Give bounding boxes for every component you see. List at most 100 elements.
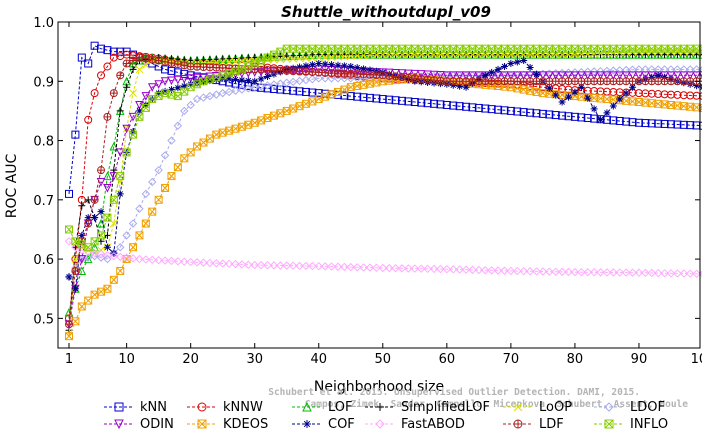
data-point [391, 72, 400, 81]
data-point [654, 71, 662, 79]
data-point [212, 73, 221, 82]
x-tick-label: 100 [691, 352, 702, 367]
data-point [487, 105, 496, 114]
data-point [698, 270, 702, 278]
data-point [288, 261, 298, 270]
data-point [218, 58, 227, 66]
data-point [90, 41, 99, 50]
data-point [609, 66, 618, 75]
data-point [90, 195, 99, 204]
data-point [647, 44, 656, 53]
data-point [513, 266, 522, 276]
data-point [692, 71, 701, 80]
data-point [180, 82, 188, 90]
data-point [609, 102, 617, 110]
data-point [289, 54, 297, 63]
legend-item: FastABOD [365, 417, 465, 432]
data-point [141, 219, 150, 228]
data-point [141, 92, 151, 101]
data-point [564, 267, 573, 277]
data-point [353, 92, 362, 101]
data-point [276, 85, 285, 94]
data-point [596, 44, 605, 53]
data-point [173, 92, 182, 101]
data-point [84, 296, 93, 305]
data-point [173, 75, 183, 85]
data-point [103, 46, 112, 55]
data-point [615, 71, 625, 80]
data-point [167, 136, 176, 145]
data-point [276, 55, 285, 64]
data-point [148, 207, 157, 216]
legend-label: INFLO [630, 417, 668, 432]
data-point [641, 89, 650, 98]
data-point [449, 101, 458, 110]
data-point [481, 44, 490, 53]
data-point [526, 44, 535, 53]
data-point [538, 109, 547, 118]
data-point [65, 225, 73, 234]
data-point [391, 96, 400, 105]
data-point [423, 264, 432, 274]
data-point [577, 83, 585, 91]
data-point [353, 51, 362, 60]
data-point [679, 120, 688, 129]
data-point [481, 77, 490, 86]
data-point [180, 69, 189, 78]
data-point [494, 105, 503, 114]
data-point [462, 83, 470, 91]
data-point [250, 260, 259, 270]
data-point [155, 89, 163, 97]
data-point [532, 44, 541, 53]
data-point [565, 93, 573, 101]
data-point [77, 255, 87, 264]
data-point [64, 272, 74, 282]
data-point [135, 65, 144, 74]
legend-marker [376, 403, 384, 411]
data-point [622, 117, 631, 126]
data-point [135, 112, 144, 121]
data-point [186, 74, 195, 83]
data-point [449, 44, 458, 53]
data-point [116, 71, 125, 80]
watermark-line-2: Campos, Zimek, Sander, Campello, Micenko… [305, 399, 688, 410]
data-point [116, 252, 125, 262]
data-point [602, 66, 612, 76]
data-point [615, 116, 624, 125]
data-point [173, 60, 182, 69]
data-point [353, 82, 362, 91]
x-axis: 1 10 20 30 40 50 60 70 80 90 100 [65, 22, 702, 367]
data-point [570, 112, 579, 121]
data-point [519, 85, 528, 94]
data-point [372, 94, 381, 103]
legend-item: COF [292, 417, 355, 432]
data-point [320, 74, 330, 83]
data-point [417, 98, 426, 107]
data-point [122, 231, 131, 240]
data-point [263, 261, 272, 270]
legend-marker [197, 402, 207, 412]
data-point [519, 44, 528, 53]
data-point [660, 100, 669, 109]
data-point [679, 44, 688, 53]
data-point [647, 65, 656, 74]
data-point [666, 44, 675, 53]
data-point [320, 262, 330, 271]
data-point [436, 100, 445, 109]
data-point [295, 76, 304, 86]
data-point [634, 268, 644, 277]
data-point [64, 237, 74, 246]
data-point [545, 44, 554, 53]
data-point [122, 50, 131, 59]
data-point [526, 86, 535, 95]
data-point [660, 119, 669, 128]
data-point [359, 44, 368, 53]
data-point [91, 214, 99, 222]
data-point [193, 79, 201, 87]
data-point [276, 261, 285, 270]
data-point [237, 122, 246, 131]
data-point [308, 74, 317, 84]
data-point [333, 74, 343, 83]
data-point [251, 77, 259, 85]
data-point [398, 44, 407, 53]
